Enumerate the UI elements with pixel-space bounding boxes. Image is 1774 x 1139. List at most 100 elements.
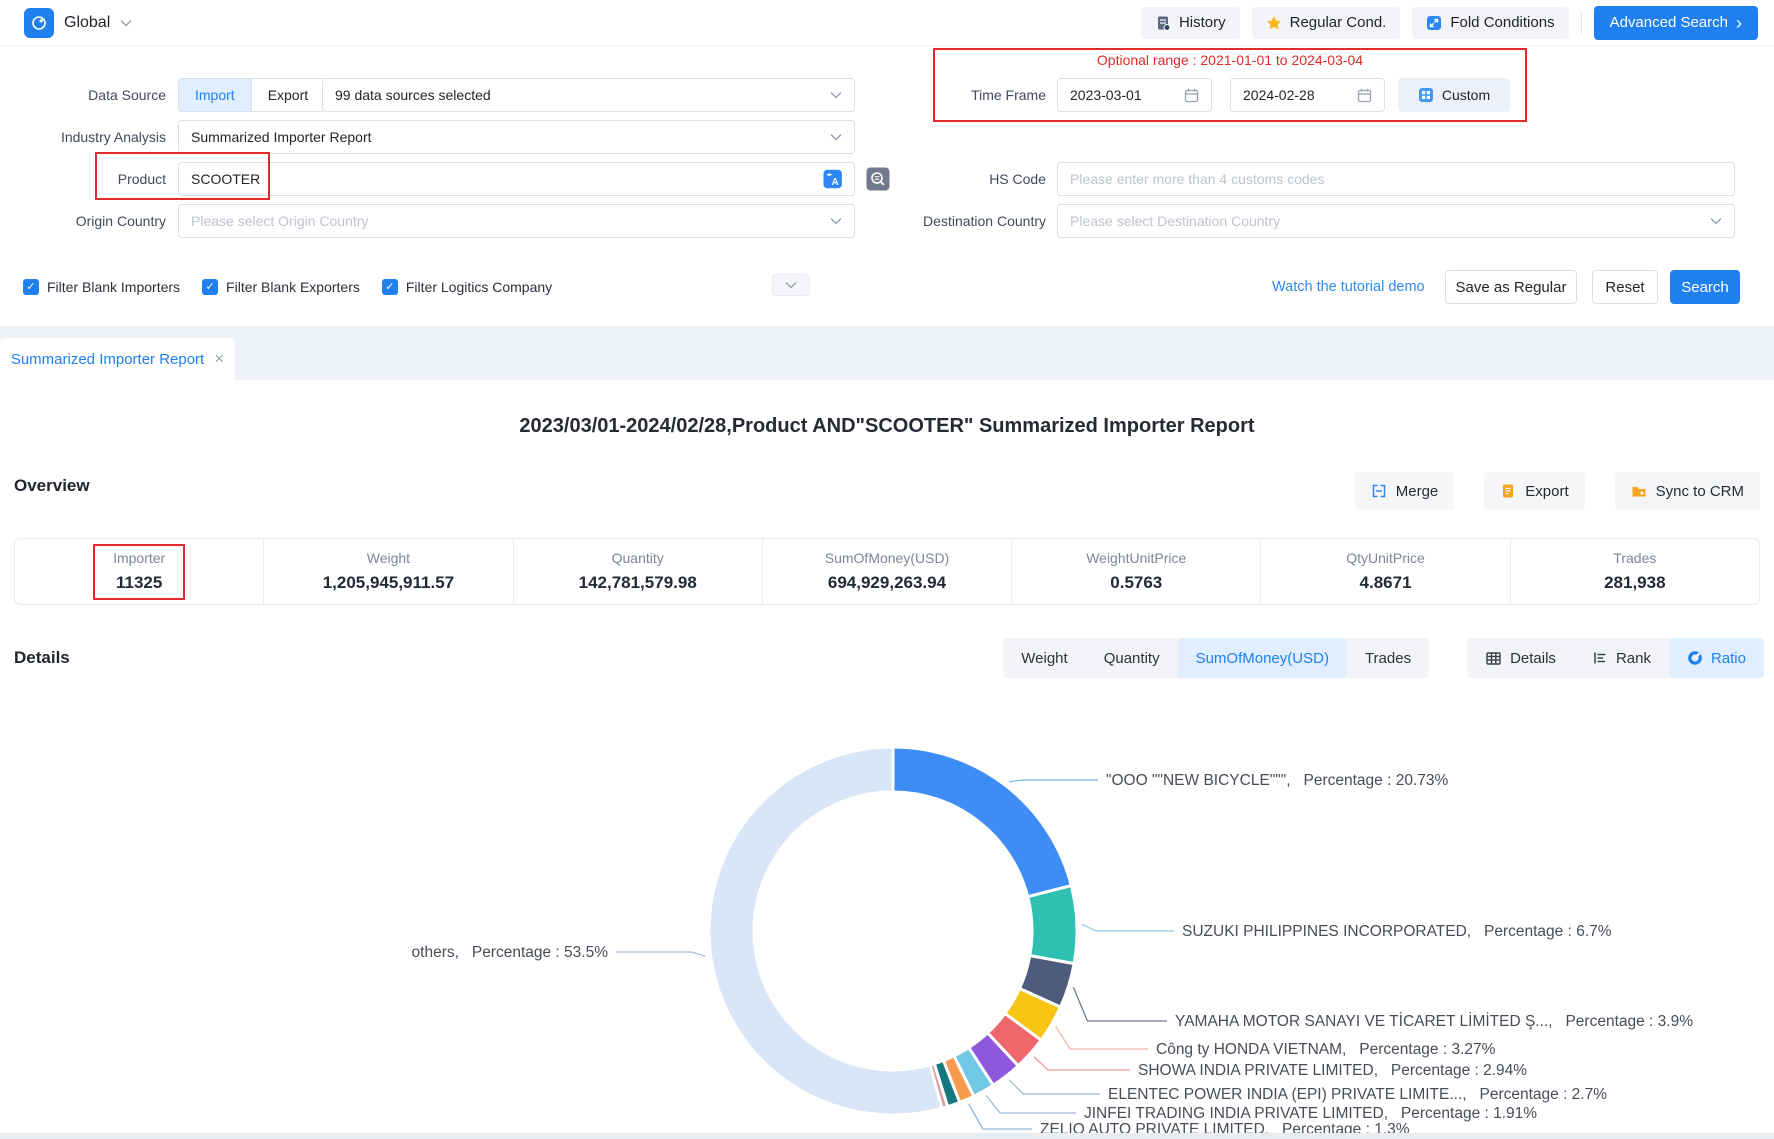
pie-slice-10[interactable] [707,745,944,1117]
hs-code-label: HS Code [989,171,1046,187]
slice-label-4: SHOWA INDIA PRIVATE LIMITED, Percentage … [1138,1062,1527,1079]
origin-country-select[interactable]: Please select Origin Country [178,204,855,238]
result-tab-strip: Summarized Importer Report × [0,326,1774,380]
date-end-input[interactable]: 2024-02-28 [1230,78,1385,112]
stat-weight: Weight 1,205,945,911.57 [263,539,512,604]
region-selector[interactable]: Global [16,7,132,38]
export-file-icon [1503,484,1514,498]
date-start-input[interactable]: 2023-03-01 [1057,78,1212,112]
slice-label-6: JINFEI TRADING INDIA PRIVATE LIMITED, Pe… [1084,1105,1537,1122]
view-tab-rank[interactable]: Rank [1574,638,1669,678]
stat-label: Trades [1613,550,1657,566]
globe-icon [24,7,54,38]
stat-qtyunitprice: QtyUnitPrice 4.8671 [1260,539,1509,604]
tab-import[interactable]: Import [179,79,251,111]
industry-analysis-select[interactable]: Summarized Importer Report [178,120,855,154]
stat-label: WeightUnitPrice [1086,550,1187,566]
fold-conditions-button[interactable]: Fold Conditions [1412,6,1569,39]
checkbox-checked-icon: ✓ [202,279,219,295]
regular-cond-label: Regular Cond. [1289,14,1387,31]
metric-tab-trades[interactable]: Trades [1364,649,1412,667]
slice-label-5: ELENTEC POWER INDIA (EPI) PRIVATE LIMITE… [1108,1086,1607,1103]
export-label: Export [1525,482,1569,500]
metric-tab-quantity[interactable]: Quantity [1103,649,1160,667]
view-tab-details[interactable]: Details [1467,638,1574,678]
stat-label: Weight [366,550,411,566]
filter-checkbox-0[interactable]: ✓ Filter Blank Importers [23,279,180,295]
pie-slice-0[interactable] [891,745,1073,899]
history-button[interactable]: History [1140,6,1240,39]
overview-stats-card: Importer 11325 Weight 1,205,945,911.57 Quant… [14,538,1760,605]
product-input[interactable] [191,171,823,187]
filter-checkbox-row: ✓ Filter Blank Importers ✓ Filter Blank Exp… [23,276,552,298]
stat-label: QtyUnitPrice [1346,550,1425,566]
leader-line-2 [1072,987,1167,1022]
importer-ratio-chart: "OOO ""NEW BICYCLE""", Percentage : 20.7… [0,680,1774,1139]
sync-to-crm-button[interactable]: Sync to CRM [1614,472,1760,510]
stat-trades: Trades 281,938 [1509,539,1759,604]
optional-range-note: Optional range : 2021-01-01 to 2024-03-0… [1096,52,1364,68]
time-frame-label: Time Frame [971,87,1046,103]
crm-folder-icon [1632,487,1646,497]
overview-heading: Overview [14,476,90,495]
report-title: 2023/03/01-2024/02/28,Product AND"SCOOTE… [519,415,1255,437]
close-icon[interactable]: × [214,349,225,368]
tab-summarized-importer-report[interactable]: Summarized Importer Report × [0,338,235,380]
data-sources-select[interactable]: 99 data sources selected [322,78,855,112]
fold-icon [1427,15,1442,30]
date-start-value: 2023-03-01 [1070,87,1142,103]
hs-code-input[interactable] [1070,171,1722,187]
leader-line-10 [616,951,706,958]
advanced-search-button[interactable]: Advanced Search › [1593,5,1758,40]
metric-tab-sumofmoney-usd-[interactable]: SumOfMoney(USD) [1177,638,1347,678]
checkbox-checked-icon: ✓ [381,279,398,295]
destination-country-select[interactable]: Please select Destination Country [1057,204,1735,238]
tab-export[interactable]: Export [250,79,325,111]
view-tab-ratio[interactable]: Ratio [1668,638,1764,678]
calendar-icon [1184,88,1199,102]
merge-icon [1372,484,1385,498]
custom-icon [1418,88,1433,102]
custom-range-button[interactable]: Custom [1398,78,1510,112]
chevron-down-icon [830,91,842,99]
destination-country-placeholder: Please select Destination Country [1070,213,1281,229]
stat-value: 1,205,945,911.57 [322,573,455,592]
view-tab-label: Rank [1615,649,1651,667]
industry-analysis-label: Industry Analysis [60,129,166,145]
stat-value: 4.8671 [1359,573,1412,592]
details-toolbar: Weight Quantity SumOfMoney(USD) Trades Deta… [1003,638,1764,678]
stat-label: Importer [113,550,166,566]
reset-button[interactable]: Reset [1592,270,1658,304]
search-button[interactable]: Search [1670,270,1740,304]
metric-tab-weight[interactable]: Weight [1021,649,1068,667]
product-input-wrap: A [178,162,855,196]
view-tab-label: Details [1510,649,1556,667]
leader-line-4 [1033,1056,1130,1071]
slice-label-2: YAMAHA MOTOR SANAYI VE TİCARET LİMİTED Ş… [1175,1012,1693,1030]
chevron-down-icon [785,281,797,289]
fuzzy-search-icon[interactable] [866,167,890,191]
leader-line-6 [985,1095,1076,1114]
view-tab-label: Ratio [1710,649,1746,667]
slice-label-1: SUZUKI PHILIPPINES INCORPORATED, Percent… [1182,923,1612,940]
checkbox-checked-icon: ✓ [23,279,39,295]
history-label: History [1178,14,1226,31]
merge-label: Merge [1395,482,1439,500]
expand-conditions-button[interactable] [772,274,810,296]
export-button[interactable]: Export [1484,472,1585,510]
filter-checkbox-1[interactable]: ✓ Filter Blank Exporters [202,279,360,295]
chevron-down-icon [1710,217,1722,225]
translate-icon[interactable]: A [823,169,842,189]
filter-checkbox-2[interactable]: ✓ Filter Logitics Company [381,279,552,295]
tab-label: Summarized Importer Report [10,350,205,368]
regular-cond-button[interactable]: Regular Cond. [1251,6,1401,39]
metric-tab-group: Weight Quantity SumOfMoney(USD) Trades [1003,638,1430,678]
pie-slice-1[interactable] [1026,884,1079,966]
rank-icon [1592,650,1608,666]
slice-label-10: others, Percentage : 53.5% [412,944,609,961]
chevron-right-icon: › [1736,12,1742,33]
merge-button[interactable]: Merge [1354,472,1455,510]
save-as-regular-button[interactable]: Save as Regular [1445,270,1577,304]
tutorial-link[interactable]: Watch the tutorial demo [1272,279,1425,295]
table-icon [1485,650,1502,667]
